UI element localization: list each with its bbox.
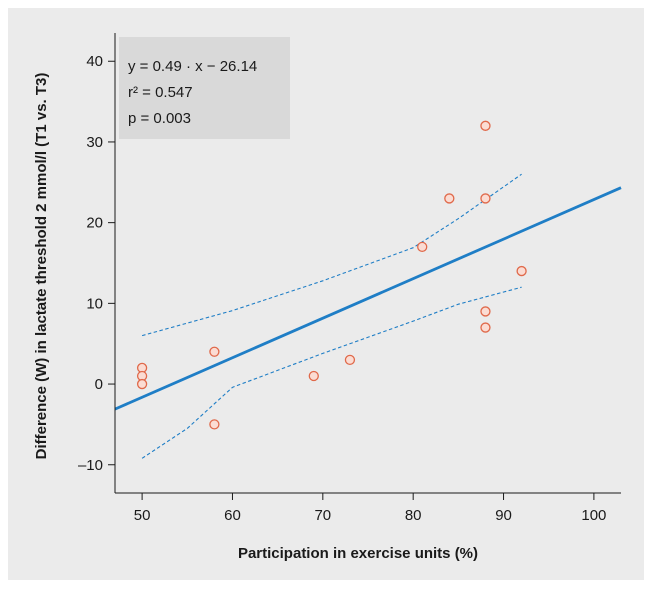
regression-equation: y = 0.49 · x − 26.14 [128, 58, 257, 75]
x-tick-label: 90 [495, 507, 512, 524]
x-tick-label: 60 [224, 507, 241, 524]
data-point [308, 370, 319, 382]
data-point [480, 193, 491, 204]
confidence-band-lower [141, 286, 522, 459]
y-tick-label: 10 [86, 295, 103, 312]
y-tick-label: 30 [86, 134, 103, 151]
y-tick-label: 40 [86, 53, 103, 70]
data-point [480, 120, 491, 131]
x-axis-title: Participation in exercise units (%) [238, 545, 478, 562]
data-point [480, 306, 491, 317]
p-value: p = 0.003 [128, 110, 191, 127]
data-point [516, 265, 527, 277]
regression-line [114, 186, 622, 411]
y-tick-label: 20 [86, 215, 103, 232]
x-tick-label: 50 [134, 507, 151, 524]
regression-line-group [114, 186, 622, 411]
r-squared-value: r² = 0.547 [128, 84, 193, 101]
x-tick-label: 80 [405, 507, 422, 524]
y-tick-label: 0 [95, 376, 103, 393]
data-point [209, 419, 220, 430]
regression-stats-box: y = 0.49 · x − 26.14 r² = 0.547 p = 0.00… [119, 37, 290, 139]
axes: 50 60 70 80 90 100 –10 0 10 20 30 40 [78, 33, 621, 524]
chart-figure: y = 0.49 · x − 26.14 r² = 0.547 p = 0.00… [8, 8, 644, 580]
confidence-band [141, 173, 522, 459]
data-point [417, 241, 428, 253]
data-point [209, 346, 220, 357]
data-point [344, 354, 356, 365]
x-tick-label: 100 [581, 507, 606, 524]
data-point [444, 193, 455, 204]
y-axis-title: Difference (W) in lactate threshold 2 mm… [33, 73, 50, 460]
confidence-band-upper [141, 173, 522, 337]
x-tick-label: 70 [314, 507, 331, 524]
data-points [136, 120, 527, 430]
data-point [480, 322, 491, 333]
data-point [136, 378, 148, 390]
stats-box-background [119, 37, 290, 139]
scatter-chart: y = 0.49 · x − 26.14 r² = 0.547 p = 0.00… [33, 33, 622, 562]
y-tick-label: –10 [78, 457, 103, 474]
